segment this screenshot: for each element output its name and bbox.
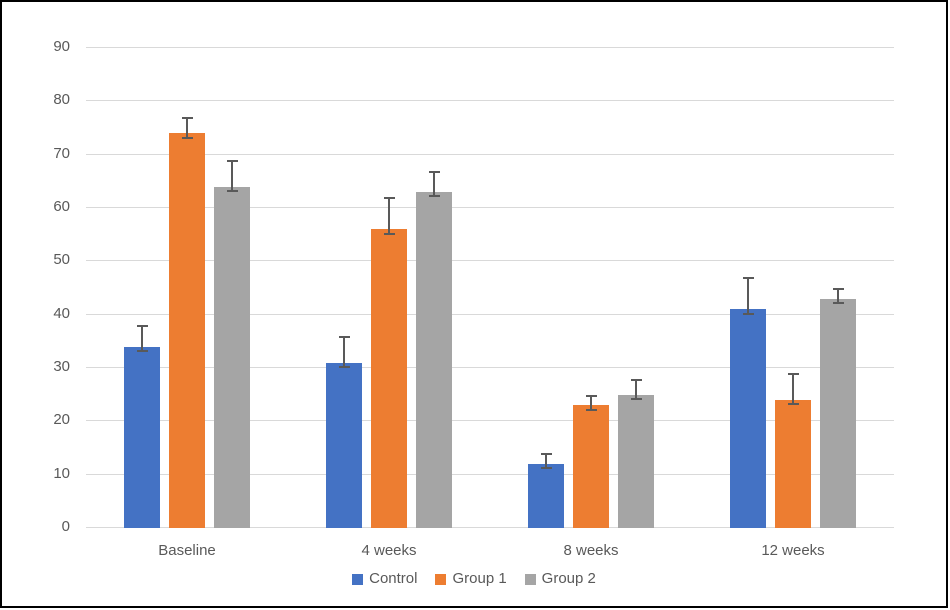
y-tick-label: 10 [53, 464, 70, 482]
x-axis-line [86, 527, 894, 528]
bar-group1-12weeks [775, 400, 811, 528]
x-category-label: 12 weeks [761, 542, 825, 559]
error-bar-cap-bottom [540, 467, 552, 470]
y-tick-label: 30 [53, 358, 70, 375]
y-tick-label: 20 [53, 411, 70, 429]
error-bar [136, 325, 148, 352]
error-bar-cap-bottom [787, 403, 799, 406]
error-bar [630, 378, 642, 400]
y-tick-label: 60 [53, 198, 70, 215]
legend-label: Group 2 [541, 570, 596, 587]
error-bar [383, 197, 395, 235]
error-bar-line [343, 336, 345, 368]
error-bar-line [545, 453, 547, 470]
chart-legend: Control Group 1 Group 2 [2, 571, 946, 587]
x-category-label: 8 weeks [563, 542, 619, 559]
error-bar [585, 394, 597, 411]
error-bar-line [747, 277, 749, 315]
error-bar-cap-top [630, 378, 642, 381]
gridline [86, 473, 894, 475]
error-bar [428, 170, 440, 198]
y-tick-label: 90 [53, 38, 70, 55]
error-bar-cap-top [428, 170, 440, 173]
bar-control-8weeks [528, 464, 564, 528]
error-bar-cap-bottom [383, 232, 395, 235]
y-tick-label: 50 [53, 251, 70, 269]
error-bar-cap-bottom [428, 195, 440, 198]
error-bar-line [186, 117, 188, 139]
error-bar [181, 117, 193, 139]
error-bar-cap-bottom [585, 408, 597, 411]
legend-item-control: Control [352, 571, 417, 587]
y-tick-label: 0 [61, 518, 70, 535]
gridline [86, 153, 894, 155]
x-category-label: Baseline [158, 542, 216, 559]
legend-swatch-icon [352, 573, 364, 585]
error-bar-cap-top [383, 197, 395, 200]
y-tick-label: 40 [53, 304, 70, 322]
bar-control-12weeks [730, 309, 766, 528]
error-bar-cap-bottom [226, 190, 238, 192]
gridline [86, 420, 894, 422]
error-bar-cap-bottom [181, 136, 193, 139]
error-bar-line [388, 197, 390, 235]
error-bar-cap-top [338, 336, 350, 338]
bar-group2-12weeks [820, 298, 856, 528]
error-bar [540, 453, 552, 470]
bar-group2-baseline [214, 186, 250, 528]
error-bar-cap-bottom [338, 366, 350, 368]
error-bar-cap-bottom [742, 312, 754, 315]
error-bar-cap-top [226, 160, 238, 162]
error-bar-cap-top [181, 117, 193, 120]
error-bar [226, 160, 238, 192]
gridline [86, 260, 894, 262]
error-bar-line [433, 170, 435, 198]
gridline [86, 313, 894, 315]
bar-group1-baseline [169, 133, 205, 528]
error-bar [832, 288, 844, 304]
legend-item-group1: Group 1 [435, 570, 507, 587]
error-bar-cap-bottom [136, 349, 148, 352]
bar-group1-4weeks [371, 229, 407, 528]
error-bar-cap-top [540, 453, 552, 456]
error-bar-cap-bottom [832, 302, 844, 304]
error-bar [338, 336, 350, 368]
gridline [86, 100, 894, 102]
y-tick-label: 80 [53, 91, 70, 109]
error-bar-cap-top [585, 394, 597, 397]
legend-label: Group 1 [452, 570, 507, 587]
error-bar-line [635, 378, 637, 400]
error-bar-line [231, 160, 233, 192]
error-bar-cap-top [787, 373, 799, 376]
error-bar-line [590, 394, 592, 411]
error-bar [787, 373, 799, 406]
x-category-label: 4 weeks [361, 542, 417, 559]
bar-control-4weeks [326, 362, 362, 528]
gridline [86, 207, 894, 208]
legend-item-group2: Group 2 [524, 570, 596, 587]
gridline [86, 47, 894, 48]
error-bar [742, 277, 754, 315]
bar-control-baseline [124, 346, 160, 528]
error-bar-cap-top [136, 325, 148, 328]
bar-group1-8weeks [573, 405, 609, 528]
bar-group2-8weeks [618, 394, 654, 528]
legend-label: Control [369, 570, 418, 587]
gridline [86, 367, 894, 368]
bar-group2-4weeks [416, 192, 452, 528]
y-tick-label: 70 [53, 144, 70, 162]
legend-swatch-icon [435, 573, 447, 585]
error-bar-line [792, 373, 794, 406]
error-bar-line [141, 325, 143, 352]
error-bar-cap-top [742, 277, 754, 280]
error-bar-cap-bottom [630, 397, 642, 400]
legend-swatch-icon [524, 573, 536, 585]
error-bar-line [837, 288, 839, 304]
error-bar-cap-top [832, 288, 844, 290]
